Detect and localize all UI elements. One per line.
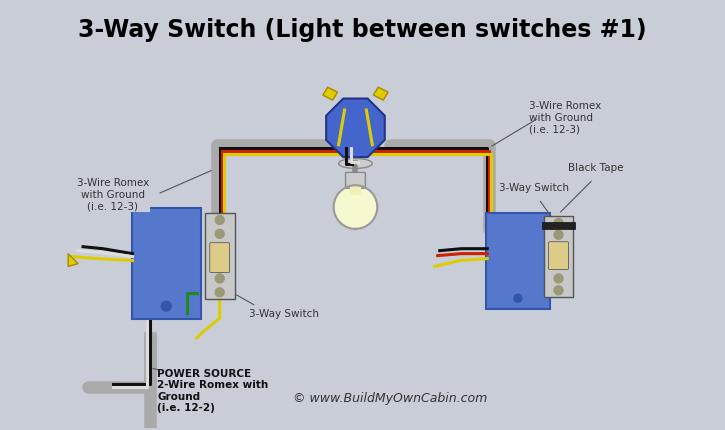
Circle shape xyxy=(514,295,522,302)
FancyBboxPatch shape xyxy=(131,209,201,319)
Text: POWER SOURCE
2-Wire Romex with
Ground
(i.e. 12-2): POWER SOURCE 2-Wire Romex with Ground (i… xyxy=(157,368,268,412)
Polygon shape xyxy=(373,88,388,101)
Text: 3-Way Switch: 3-Way Switch xyxy=(249,308,320,318)
Polygon shape xyxy=(68,254,78,267)
Circle shape xyxy=(554,286,563,295)
Polygon shape xyxy=(326,99,385,158)
Circle shape xyxy=(215,274,224,283)
Ellipse shape xyxy=(339,159,373,169)
Circle shape xyxy=(554,219,563,228)
FancyBboxPatch shape xyxy=(544,216,573,298)
FancyBboxPatch shape xyxy=(205,214,235,300)
Text: 3-Wire Romex
with Ground
(i.e. 12-3): 3-Wire Romex with Ground (i.e. 12-3) xyxy=(529,101,601,134)
Text: Black Tape: Black Tape xyxy=(568,163,624,173)
FancyBboxPatch shape xyxy=(486,214,550,310)
FancyBboxPatch shape xyxy=(549,242,568,270)
Circle shape xyxy=(215,230,224,239)
Circle shape xyxy=(554,231,563,240)
Circle shape xyxy=(334,186,377,229)
Text: 3-Wire Romex
with Ground
(i.e. 12-3): 3-Wire Romex with Ground (i.e. 12-3) xyxy=(77,178,149,211)
Circle shape xyxy=(215,288,224,297)
FancyBboxPatch shape xyxy=(346,173,365,189)
Text: 3-Way Switch (Light between switches #1): 3-Way Switch (Light between switches #1) xyxy=(78,18,647,42)
Circle shape xyxy=(554,274,563,283)
Text: 3-Way Switch: 3-Way Switch xyxy=(499,183,569,193)
Text: © www.BuildMyOwnCabin.com: © www.BuildMyOwnCabin.com xyxy=(293,391,487,404)
FancyBboxPatch shape xyxy=(349,186,361,196)
Polygon shape xyxy=(323,88,338,101)
FancyBboxPatch shape xyxy=(210,243,230,273)
Circle shape xyxy=(215,216,224,225)
FancyBboxPatch shape xyxy=(542,222,576,229)
Circle shape xyxy=(161,301,171,311)
